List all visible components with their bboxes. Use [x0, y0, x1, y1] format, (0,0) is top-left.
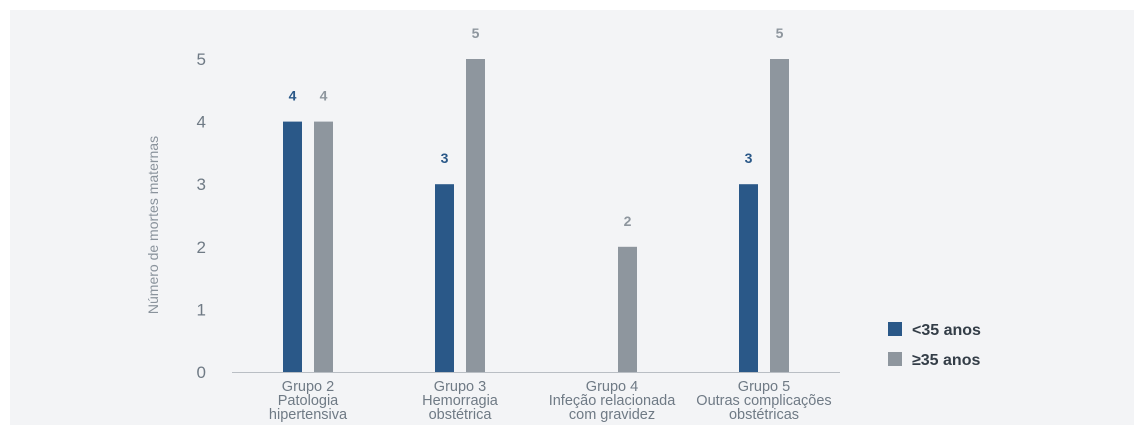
bar [283, 121, 302, 372]
y-tick-label: 4 [197, 113, 206, 132]
legend-swatch [888, 352, 902, 366]
category-label-line: Grupo 5 [738, 379, 790, 395]
data-label: 4 [320, 88, 328, 104]
bar [435, 184, 454, 372]
category-label-line: hipertensiva [269, 407, 348, 423]
category-labels: Grupo 2 Patologia hipertensiva Grupo 3 Hemor… [269, 379, 832, 423]
y-tick-label: 3 [197, 175, 206, 194]
data-label: 3 [745, 150, 753, 166]
category-label-line: obstétrica [429, 407, 493, 423]
bar [466, 59, 485, 372]
data-label: 2 [624, 213, 632, 229]
category-label-line: Hemorragia [422, 393, 499, 409]
category-label-line: Grupo 2 [282, 379, 334, 395]
data-label: 5 [472, 25, 480, 41]
bar [770, 59, 789, 372]
category-label: Grupo 5 Outras complicações obstétricas [696, 379, 831, 423]
category-label-line: Outras complicações [696, 393, 831, 409]
y-tick-label: 1 [197, 300, 206, 319]
chart-panel [10, 10, 1134, 425]
y-tick-label: 0 [197, 363, 206, 382]
category-label: Grupo 4 Infeção relacionada com gravidez [549, 379, 676, 423]
legend: <35 anos ≥35 anos [888, 322, 981, 369]
legend-label: <35 anos [912, 322, 981, 339]
category-label-line: Infeção relacionada [549, 393, 676, 409]
legend-swatch [888, 322, 902, 336]
category-label-line: Grupo 4 [586, 379, 638, 395]
category-label-line: Patologia [278, 393, 339, 409]
bar [618, 246, 637, 372]
data-label: 4 [289, 88, 297, 104]
bars [283, 59, 789, 372]
category-label-line: com gravidez [569, 407, 655, 423]
y-tick-label: 5 [197, 50, 206, 69]
data-label: 5 [776, 25, 784, 41]
data-labels: 4 4 3 5 2 3 5 [289, 25, 784, 229]
category-label-line: Grupo 3 [434, 379, 486, 395]
y-tick-label: 2 [197, 238, 206, 257]
y-axis-label: Número de mortes maternas [145, 136, 161, 314]
category-label-line: obstétricas [729, 407, 799, 423]
bar [739, 184, 758, 372]
bar [314, 121, 333, 372]
category-label: Grupo 2 Patologia hipertensiva [269, 379, 348, 423]
y-ticks: 0 1 2 3 4 5 [197, 50, 206, 382]
legend-label: ≥35 anos [912, 352, 980, 369]
category-label: Grupo 3 Hemorragia obstétrica [422, 379, 499, 423]
data-label: 3 [441, 150, 449, 166]
